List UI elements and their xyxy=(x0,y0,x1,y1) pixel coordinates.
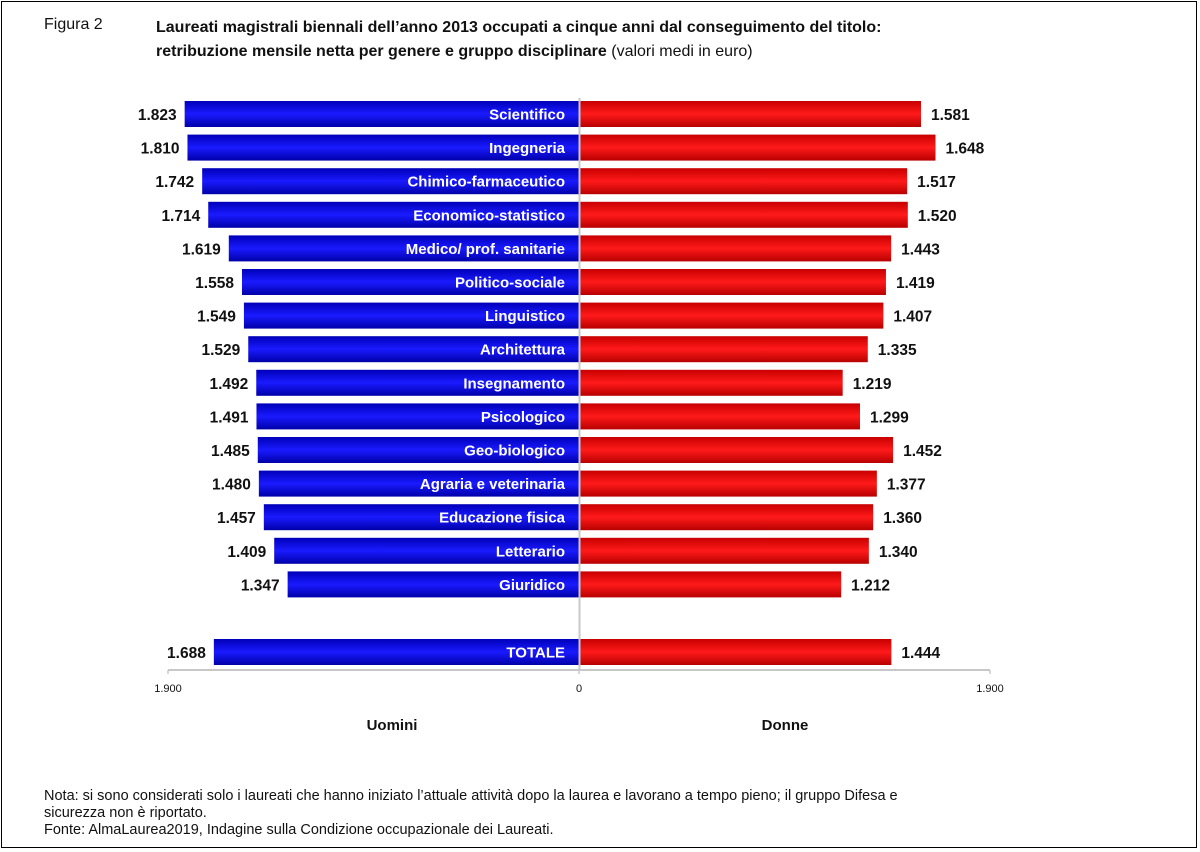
value-label-donne: 1.444 xyxy=(901,645,940,662)
xlabel-uomini: Uomini xyxy=(367,717,418,734)
value-label-uomini: 1.742 xyxy=(155,174,194,191)
bar-uomini-giuridico xyxy=(287,571,579,598)
category-label: Educazione fisica xyxy=(439,510,566,527)
figure-label: Figura 2 xyxy=(44,16,103,33)
value-label-donne: 1.212 xyxy=(851,577,890,594)
figure-title: Laureati magistrali biennali dell’anno 2… xyxy=(156,16,1146,64)
category-label: Insegnamento xyxy=(463,375,565,392)
value-label-donne: 1.335 xyxy=(878,342,917,359)
value-label-uomini: 1.529 xyxy=(201,342,240,359)
category-label: Linguistico xyxy=(485,308,565,325)
bar-uomini-geo-biologico xyxy=(257,437,579,463)
value-label-uomini: 1.714 xyxy=(161,208,200,225)
category-label: Scientifico xyxy=(489,107,565,124)
category-label: Geo-biologico xyxy=(464,443,565,460)
bar-donne-linguistico xyxy=(579,302,884,329)
bar-uomini-chimico-farmaceutico xyxy=(202,168,579,195)
value-label-donne: 1.452 xyxy=(903,443,942,460)
value-label-donne: 1.520 xyxy=(918,208,957,225)
value-label-uomini: 1.491 xyxy=(210,409,249,426)
value-label-uomini: 1.492 xyxy=(209,376,248,393)
bar-uomini-psicologico xyxy=(256,403,579,430)
bar-uomini-ingegneria xyxy=(187,134,579,161)
category-label: Psicologico xyxy=(481,409,565,426)
bar-donne-economico-statistico xyxy=(579,201,908,228)
bar-donne-scientifico xyxy=(579,101,921,127)
category-label: Giuridico xyxy=(499,577,565,594)
category-label: Agraria e veterinaria xyxy=(420,476,566,493)
bar-donne-psicologico xyxy=(579,403,860,430)
category-label: Letterario xyxy=(496,543,565,560)
bar-donne-giuridico xyxy=(579,571,842,598)
value-label-uomini: 1.549 xyxy=(197,309,236,326)
value-label-donne: 1.377 xyxy=(887,477,926,494)
value-label-donne: 1.219 xyxy=(853,376,892,393)
category-label: Chimico-farmaceutico xyxy=(407,174,565,191)
bar-uomini-economico-statistico xyxy=(208,201,579,228)
bar-donne-politico-sociale xyxy=(579,269,886,295)
value-label-donne: 1.340 xyxy=(879,544,918,561)
bar-donne-chimico-farmaceutico xyxy=(579,168,908,195)
bar-donne-insegnamento xyxy=(579,369,843,396)
bar-uomini-insegnamento xyxy=(256,369,579,396)
figure-note: Nota: si sono considerati solo i laureat… xyxy=(44,788,1154,839)
value-label-donne: 1.299 xyxy=(870,409,909,426)
bar-uomini-educazione-fisica xyxy=(263,504,579,531)
value-label-uomini: 1.823 xyxy=(138,107,177,124)
bar-uomini-totale xyxy=(213,639,579,665)
value-label-donne: 1.407 xyxy=(893,309,932,326)
category-label: Medico/ prof. sanitarie xyxy=(406,241,565,258)
bar-donne-educazione-fisica xyxy=(579,504,874,531)
category-label: Economico-statistico xyxy=(413,207,565,224)
bar-uomini-agraria-e-veterinaria xyxy=(258,470,579,497)
category-label: Ingegneria xyxy=(489,140,566,157)
value-label-uomini: 1.810 xyxy=(141,141,180,158)
bar-donne-ingegneria xyxy=(579,134,936,161)
value-label-donne: 1.443 xyxy=(901,241,940,258)
value-label-uomini: 1.457 xyxy=(217,510,256,527)
bar-donne-letterario xyxy=(579,537,869,564)
figure-title-unit: (valori medi in euro) xyxy=(611,43,753,60)
value-label-uomini: 1.688 xyxy=(167,645,206,662)
x-tick-label: 1.900 xyxy=(154,683,182,695)
xlabel-donne: Donne xyxy=(762,717,809,734)
bar-donne-architettura xyxy=(579,336,868,363)
value-label-donne: 1.648 xyxy=(945,141,984,158)
x-tick-label: 1.900 xyxy=(976,683,1004,695)
x-tick-label: 0 xyxy=(576,683,582,695)
value-label-donne: 1.517 xyxy=(917,174,956,191)
value-label-uomini: 1.409 xyxy=(227,544,266,561)
butterfly-bar-chart: Scientifico 1.823 1.581 Ingegneria 1.810 1.64… xyxy=(138,98,1004,734)
source-line: Fonte: AlmaLaurea2019, Indagine sulla Co… xyxy=(44,822,554,838)
bar-donne-agraria-e-veterinaria xyxy=(579,470,877,497)
value-label-uomini: 1.619 xyxy=(182,241,221,258)
bar-donne-totale xyxy=(579,639,892,665)
bar-donne-geo-biologico xyxy=(579,437,894,463)
bar-uomini-medico-prof-sanitarie xyxy=(228,235,580,262)
figure-title-line2: retribuzione mensile netta per genere e … xyxy=(156,43,607,60)
value-label-uomini: 1.485 xyxy=(211,443,250,460)
bar-donne-medico-prof-sanitarie xyxy=(579,235,892,262)
figure-title-line1: Laureati magistrali biennali dell’anno 2… xyxy=(156,19,882,36)
value-label-uomini: 1.347 xyxy=(241,577,280,594)
bar-uomini-linguistico xyxy=(243,302,579,329)
category-label: TOTALE xyxy=(506,645,565,662)
value-label-donne: 1.360 xyxy=(883,510,922,527)
category-label: Architettura xyxy=(480,342,566,359)
value-label-donne: 1.419 xyxy=(896,275,935,292)
bar-uomini-architettura xyxy=(248,336,579,363)
bar-uomini-politico-sociale xyxy=(241,269,580,295)
value-label-uomini: 1.480 xyxy=(212,477,251,494)
bar-uomini-scientifico xyxy=(184,101,579,127)
value-label-uomini: 1.558 xyxy=(195,275,234,292)
note-line2: sicurezza non è riportato. xyxy=(44,805,207,821)
bar-uomini-letterario xyxy=(274,537,579,564)
category-label: Politico-sociale xyxy=(455,275,565,292)
note-line1: Nota: si sono considerati solo i laureat… xyxy=(44,788,898,804)
value-label-donne: 1.581 xyxy=(931,107,970,124)
